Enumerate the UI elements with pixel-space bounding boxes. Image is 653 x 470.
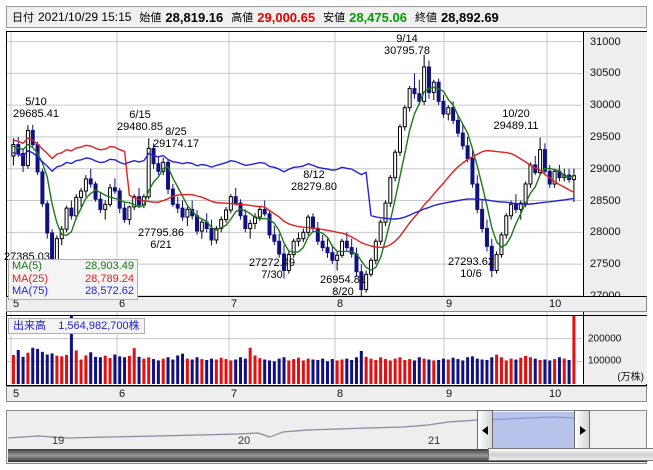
volume-legend-label: 出来高 [13,320,46,332]
annotation-price: 27293.62 [448,256,494,268]
volume-month-tick-10: 10 [549,388,562,400]
annotation-date: 6/15 [129,109,151,121]
price-annotation: 27293.62 10/6 [448,256,494,280]
annotation-date: 8/20 [332,285,354,298]
price-tick-27500: 27500 [590,258,621,271]
ma-legend-name: MA(5) [12,260,42,272]
volume-tick-200000: 200000 [588,333,622,345]
navigator-right-handle[interactable] [574,410,590,450]
annotation-price: 27272.49 [249,257,295,269]
annotation-price: 29174.17 [153,137,199,150]
annotation-price: 29489.11 [493,119,539,132]
right-triangle-icon [579,425,586,435]
annotation-price: 28279.80 [291,180,337,193]
annotation-price: 27385.03 [4,251,50,263]
month-tick-8: 8 [337,298,344,310]
high-value: 29,000.65 [257,9,316,25]
price-x-axis: 5 6 7 8 9 10 [6,296,647,312]
price-annotation: 27795.86 6/21 [138,227,184,251]
annotation-date: 9/14 [396,33,418,45]
volume-month-tick-7: 7 [231,388,238,400]
month-tick-6: 6 [119,298,126,310]
ma-legend-name: MA(25) [12,272,49,285]
ma-legend-value: 28,789.24 [85,272,134,285]
quote-header-bar: 日付 2021/10/29 15:15 始値 28,819.16 高値 29,0… [6,6,647,28]
ma-legend-row: MA(75) 28,572.62 [12,285,134,298]
navigator-left-handle[interactable] [477,410,493,450]
quote-datetime: 2021/10/29 15:15 [38,10,132,24]
price-tick-29000: 29000 [590,162,621,175]
price-annotation: 26954.81 8/20 [320,274,366,298]
volume-plot-area[interactable] [7,316,582,384]
volume-tick-100000: 100000 [588,355,622,367]
ma-legend-name: MA(75) [12,285,49,297]
navigator-selection-range[interactable] [485,412,582,448]
price-annotation: 9/14 30795.78 [384,33,430,57]
close-label: 終値 [414,12,437,24]
open-value: 28,819.16 [165,9,224,25]
annotation-date: 10/20 [502,108,530,120]
left-triangle-icon [481,425,488,435]
volume-month-tick-6: 6 [119,388,126,400]
month-tick-7: 7 [231,298,238,310]
navigator-year-21: 21 [428,435,441,447]
open-label: 始値 [139,12,162,24]
price-tick-28000: 28000 [590,226,621,239]
annotation-date: 10/6 [460,267,482,280]
month-tick-10: 10 [549,298,562,310]
annotation-price: 26954.81 [320,274,366,286]
high-label: 高値 [231,12,254,24]
ma-legend-row: MA(5) 28,903.49 [12,260,134,273]
navigator-year-19: 19 [52,435,65,447]
moving-average-legend: MA(5) 28,903.49 MA(25) 28,789.24 MA(75) 28,57… [8,259,138,300]
volume-month-tick-9: 9 [446,388,453,400]
annotation-date: 6/21 [150,238,172,251]
price-tick-31000: 31000 [590,35,621,48]
month-tick-9: 9 [446,298,453,310]
annotation-price: 29685.41 [13,107,59,120]
horizontal-scrollbar-track[interactable] [8,448,653,462]
low-label: 安値 [323,12,346,24]
price-annotation: 5/10 29685.41 [13,96,59,120]
volume-x-axis: 5 6 7 8 9 10 [6,386,647,402]
date-label: 日付 [12,12,34,24]
price-annotation: 6/15 29480.85 [117,109,163,133]
navigator-year-20: 20 [238,435,251,447]
month-tick-5: 5 [13,298,20,310]
low-value: 28,475.06 [349,9,407,25]
annotation-date: 7/30 [261,268,283,281]
annotation-date: 8/25 [165,126,187,138]
annotation-price: 27795.86 [138,227,184,239]
price-annotation: 8/25 29174.17 [153,126,199,150]
volume-bars-svg [7,316,582,384]
volume-month-tick-5: 5 [13,388,20,400]
annotation-date: 5/10 [25,96,47,108]
ma-legend-value: 28,572.62 [85,285,134,297]
horizontal-scrollbar-thumb[interactable] [488,448,653,461]
annotation-price: 30795.78 [384,44,430,57]
price-tick-28500: 28500 [590,194,621,207]
price-y-axis: 31000 30500 30000 29500 29000 28500 28000 27500… [583,32,647,315]
price-tick-30000: 30000 [590,99,621,112]
annotation-price: 29480.85 [117,120,163,133]
range-navigator[interactable]: 19 20 21 [6,410,653,464]
price-tick-30500: 30500 [590,67,621,80]
volume-y-axis: (万株) 200000 100000 [583,316,647,384]
price-annotation: 8/12 28279.80 [291,169,337,193]
candlestick-svg [7,32,582,315]
price-annotation: 27272.49 7/30 [249,257,295,281]
volume-unit-label: (万株) [617,372,644,383]
volume-legend: 出来高 1,564,982,700株 [8,318,145,334]
volume-legend-value: 1,564,982,700株 [58,320,140,332]
close-value: 28,892.69 [440,9,499,25]
volume-month-tick-8: 8 [337,388,344,400]
price-annotation: 10/20 29489.11 [493,108,539,132]
annotation-date: 8/12 [303,169,325,181]
ma-legend-value: 28,903.49 [85,260,134,272]
ma-legend-row: MA(25) 28,789.24 [12,273,134,286]
price-tick-29500: 29500 [590,130,621,143]
